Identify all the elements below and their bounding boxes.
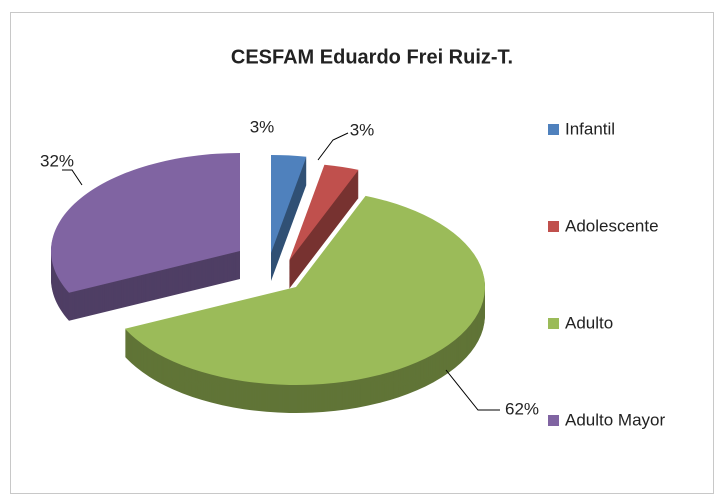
legend-swatch — [548, 124, 559, 135]
slice-group — [124, 195, 486, 413]
slice-group — [50, 153, 241, 321]
slice — [124, 195, 485, 385]
data-label: 62% — [505, 399, 539, 418]
legend-swatch — [548, 415, 559, 426]
data-label: 3% — [350, 120, 375, 139]
slice-group — [289, 164, 359, 289]
pie — [50, 153, 486, 413]
legend-swatch — [548, 318, 559, 329]
legend: Infantil Adolescente Adulto Adulto Mayor — [548, 119, 665, 429]
slice-group — [271, 155, 307, 281]
legend-label: Adulto — [565, 313, 613, 332]
leader-line — [445, 369, 500, 411]
leader-line — [62, 169, 83, 186]
legend-label: Infantil — [565, 119, 615, 138]
legend-label: Adulto Mayor — [565, 410, 665, 429]
slice — [289, 164, 359, 261]
legend-label: Adolescente — [565, 216, 659, 235]
legend-swatch — [548, 221, 559, 232]
chart-title: CESFAM Eduardo Frei Ruiz-T. — [231, 46, 513, 68]
data-labels: 3% 3% 62% 32% — [40, 117, 539, 418]
leader-line — [317, 132, 349, 161]
data-label: 3% — [250, 117, 275, 136]
slice — [50, 153, 241, 293]
data-label: 32% — [40, 151, 74, 170]
slice — [271, 155, 307, 253]
